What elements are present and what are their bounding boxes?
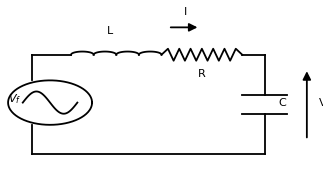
Text: I: I (184, 7, 187, 17)
Text: V: V (319, 98, 323, 108)
Text: L: L (107, 26, 113, 36)
Text: C: C (279, 98, 287, 108)
Text: $V_f$: $V_f$ (8, 92, 21, 106)
Text: R: R (198, 69, 206, 78)
